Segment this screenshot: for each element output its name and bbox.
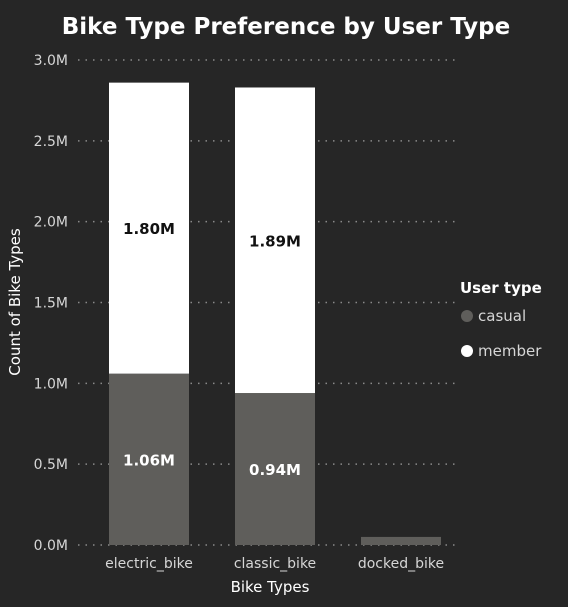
bar-member-electric_bike [109,82,189,374]
x-axis-ticks: electric_bike classic_bike docked_bike [105,556,444,572]
y-tick-label: 3.0M [34,53,68,69]
y-tick-label: 0.0M [34,538,68,554]
legend-swatch [461,310,473,322]
y-tick-label: 1.0M [34,376,68,392]
x-axis-label: Bike Types [231,578,310,596]
legend-title: User type [460,279,542,297]
bars [109,82,441,545]
bar-casual-classic_bike [235,393,315,545]
data-labels: 1.06M 1.80M 0.94M 1.89M [123,220,301,479]
legend-label: member [478,342,542,360]
x-tick-label: classic_bike [234,556,316,572]
bar-casual-docked_bike [361,536,441,545]
legend-label: casual [478,307,526,325]
data-label: 1.06M [123,451,175,469]
data-label: 0.94M [249,461,301,479]
data-label: 1.89M [249,232,301,250]
legend-item-member: member [461,342,542,360]
y-tick-label: 1.5M [34,296,68,312]
y-axis-label: Count of Bike Types [6,228,24,376]
y-tick-label: 0.5M [34,457,68,473]
legend: User type casual member [460,279,542,360]
x-tick-label: docked_bike [358,556,444,572]
bar-member-classic_bike [235,87,315,394]
x-tick-label: electric_bike [105,556,193,572]
chart-title: Bike Type Preference by User Type [62,14,510,40]
y-tick-label: 2.5M [34,134,68,150]
legend-swatch [461,345,473,357]
y-tick-label: 2.0M [34,215,68,231]
data-label: 1.80M [123,220,175,238]
bar-casual-electric_bike [109,373,189,545]
y-axis-ticks: 0.0M 0.5M 1.0M 1.5M 2.0M 2.5M 3.0M [34,53,68,554]
legend-item-casual: casual [461,307,526,325]
